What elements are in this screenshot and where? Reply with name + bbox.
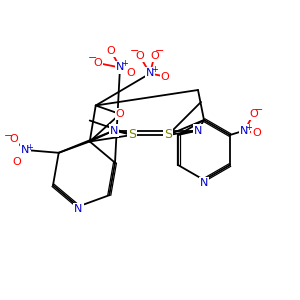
Text: +: + [121,59,128,68]
Text: N: N [116,62,124,73]
Text: O: O [9,134,18,145]
Text: S: S [128,128,136,142]
Text: −: − [87,53,97,64]
Text: N: N [110,125,118,136]
Text: O: O [116,109,124,119]
Text: +: + [151,65,158,74]
Text: O: O [160,71,169,82]
Text: O: O [249,109,258,119]
Text: O: O [106,46,116,56]
Text: O: O [93,58,102,68]
Text: −: − [3,130,13,141]
Text: +: + [246,123,252,132]
Text: N: N [200,178,208,188]
Text: −: − [130,46,140,56]
Text: N: N [146,68,154,79]
Text: O: O [135,50,144,61]
Text: −: − [254,105,264,115]
Text: N: N [21,145,30,155]
Text: O: O [126,68,135,79]
Text: N: N [194,125,202,136]
Text: N: N [74,205,82,214]
Text: −: − [155,46,165,56]
Text: +: + [27,142,33,152]
Text: O: O [150,50,159,61]
Text: O: O [252,128,261,139]
Text: S: S [164,128,172,142]
Text: O: O [12,157,21,167]
Text: N: N [240,125,249,136]
